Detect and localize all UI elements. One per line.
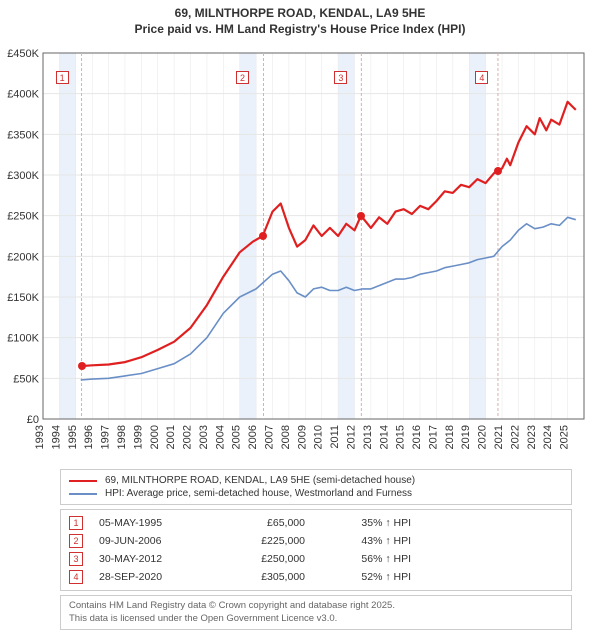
svg-text:1996: 1996	[83, 425, 95, 449]
title-address: 69, MILNTHORPE ROAD, KENDAL, LA9 5HE	[0, 6, 600, 22]
sale-badge: 2	[69, 534, 83, 548]
legend: 69, MILNTHORPE ROAD, KENDAL, LA9 5HE (se…	[60, 469, 572, 505]
legend-item: 69, MILNTHORPE ROAD, KENDAL, LA9 5HE (se…	[69, 474, 563, 487]
sale-date: 09-JUN-2006	[99, 535, 209, 547]
svg-text:2020: 2020	[477, 425, 489, 449]
sale-pct: 56% ↑ HPI	[321, 553, 411, 565]
chart-titles: 69, MILNTHORPE ROAD, KENDAL, LA9 5HE Pri…	[0, 0, 600, 37]
chart-svg: £0 £50K £100K £150K £200K £250K £300K £350K £400…	[0, 37, 600, 465]
svg-text:2018: 2018	[444, 425, 456, 449]
svg-text:1993: 1993	[34, 425, 46, 449]
svg-text:2025: 2025	[559, 425, 571, 449]
svg-text:£400K: £400K	[7, 89, 39, 101]
title-subtitle: Price paid vs. HM Land Registry's House …	[0, 22, 600, 38]
svg-text:£50K: £50K	[13, 374, 39, 386]
svg-text:2002: 2002	[182, 425, 194, 449]
legend-item: HPI: Average price, semi-detached house,…	[69, 487, 563, 500]
table-row: 3 30-MAY-2012 £250,000 56% ↑ HPI	[69, 550, 563, 568]
sale-date: 28-SEP-2020	[99, 571, 209, 583]
svg-text:£0: £0	[27, 414, 39, 426]
svg-text:2012: 2012	[345, 425, 357, 449]
sales-table: 1 05-MAY-1995 £65,000 35% ↑ HPI 2 09-JUN-2006…	[60, 509, 572, 591]
svg-text:£200K: £200K	[7, 252, 39, 264]
svg-text:2021: 2021	[493, 425, 505, 449]
sale-date: 30-MAY-2012	[99, 553, 209, 565]
sale-badge: 3	[69, 552, 83, 566]
svg-text:2008: 2008	[280, 425, 292, 449]
svg-text:2005: 2005	[231, 425, 243, 449]
legend-swatch	[69, 493, 97, 495]
credit: Contains HM Land Registry data © Crown c…	[60, 595, 572, 630]
table-row: 1 05-MAY-1995 £65,000 35% ↑ HPI	[69, 514, 563, 532]
table-row: 4 28-SEP-2020 £305,000 52% ↑ HPI	[69, 568, 563, 586]
svg-text:2003: 2003	[198, 425, 210, 449]
svg-text:£450K: £450K	[7, 48, 39, 60]
svg-text:2000: 2000	[149, 425, 161, 449]
svg-text:1995: 1995	[67, 425, 79, 449]
svg-text:2006: 2006	[247, 425, 259, 449]
svg-text:2011: 2011	[329, 425, 341, 449]
svg-text:2023: 2023	[526, 425, 538, 449]
svg-text:2015: 2015	[395, 425, 407, 449]
svg-text:2010: 2010	[313, 425, 325, 449]
sale-date: 05-MAY-1995	[99, 517, 209, 529]
svg-text:£250K: £250K	[7, 211, 39, 223]
chart-marker-badge: 3	[334, 71, 347, 84]
credit-line: This data is licensed under the Open Gov…	[69, 613, 563, 625]
svg-text:1994: 1994	[50, 425, 62, 449]
svg-text:2024: 2024	[542, 425, 554, 449]
svg-text:2017: 2017	[427, 425, 439, 449]
chart-marker-badge: 1	[56, 71, 69, 84]
sale-price: £225,000	[225, 535, 305, 547]
svg-text:2007: 2007	[264, 425, 276, 449]
chart-marker-badge: 4	[475, 71, 488, 84]
sale-dot	[78, 362, 86, 370]
sale-pct: 52% ↑ HPI	[321, 571, 411, 583]
svg-text:2001: 2001	[165, 425, 177, 449]
legend-label: 69, MILNTHORPE ROAD, KENDAL, LA9 5HE (se…	[105, 475, 415, 486]
svg-text:£350K: £350K	[7, 130, 39, 142]
sale-badge: 4	[69, 570, 83, 584]
chart-marker-badge: 2	[236, 71, 249, 84]
svg-text:2022: 2022	[509, 425, 521, 449]
credit-line: Contains HM Land Registry data © Crown c…	[69, 600, 563, 612]
sale-pct: 43% ↑ HPI	[321, 535, 411, 547]
legend-label: HPI: Average price, semi-detached house,…	[105, 488, 412, 499]
table-row: 2 09-JUN-2006 £225,000 43% ↑ HPI	[69, 532, 563, 550]
svg-text:2004: 2004	[214, 425, 226, 449]
sale-dot	[494, 167, 502, 175]
svg-text:£100K: £100K	[7, 333, 39, 345]
svg-text:2016: 2016	[411, 425, 423, 449]
chart-area: £0 £50K £100K £150K £200K £250K £300K £350K £400…	[0, 37, 600, 465]
svg-text:2013: 2013	[362, 425, 374, 449]
svg-text:2019: 2019	[460, 425, 472, 449]
svg-text:2014: 2014	[378, 425, 390, 449]
svg-text:1997: 1997	[100, 425, 112, 449]
sale-pct: 35% ↑ HPI	[321, 517, 411, 529]
svg-text:1999: 1999	[132, 425, 144, 449]
sale-price: £305,000	[225, 571, 305, 583]
svg-text:2009: 2009	[296, 425, 308, 449]
sale-price: £250,000	[225, 553, 305, 565]
sale-price: £65,000	[225, 517, 305, 529]
legend-swatch	[69, 480, 97, 482]
svg-text:1998: 1998	[116, 425, 128, 449]
svg-text:£300K: £300K	[7, 170, 39, 182]
svg-text:£150K: £150K	[7, 292, 39, 304]
sale-badge: 1	[69, 516, 83, 530]
